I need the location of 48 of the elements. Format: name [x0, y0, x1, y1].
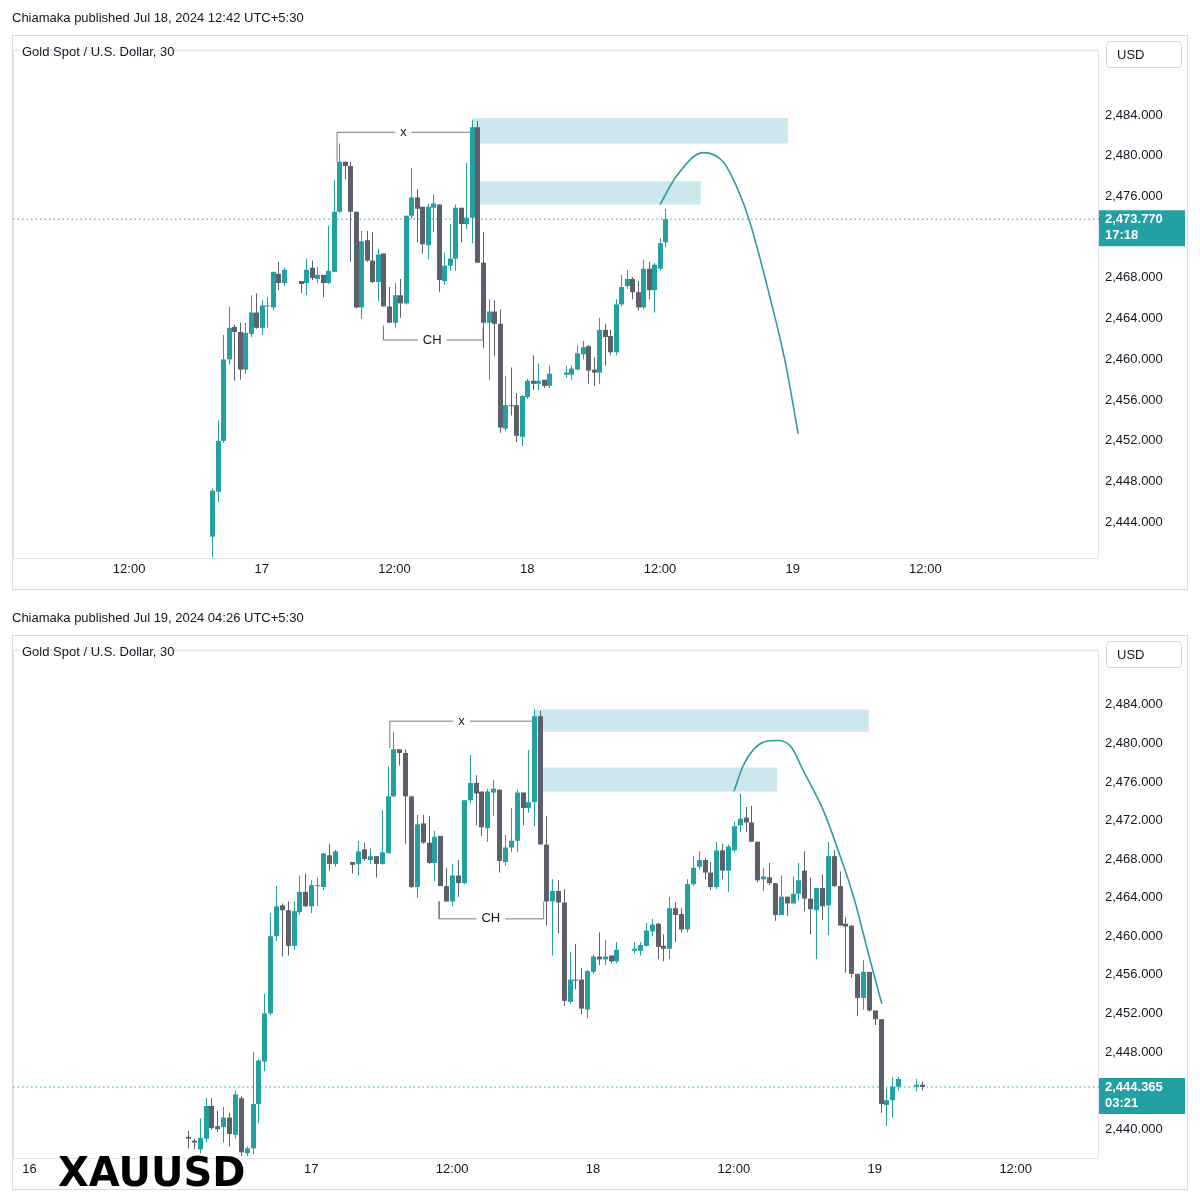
text: USD	[1106, 41, 1182, 68]
ref-line-label: 2,473.770 17:18	[1105, 210, 1163, 242]
y-tick-label: 2,464.000	[1105, 889, 1163, 905]
x-tick-label: 12:00	[435, 1161, 469, 1177]
x-tick-label: 12:00	[717, 1161, 751, 1177]
y-tick-label: 2,472.000	[1105, 812, 1163, 828]
y-tick-label: 2,448.000	[1105, 473, 1163, 489]
annotation: CH	[481, 910, 501, 926]
y-tick-label: 2,460.000	[1105, 350, 1163, 366]
y-tick-label: 2,456.000	[1105, 966, 1163, 982]
chart-title: Chiamaka published Jul 18, 2024 12:42 UTC+5:30	[12, 10, 304, 25]
x-tick-label: 17	[303, 1161, 319, 1177]
y-tick-label: 2,444.000	[1105, 513, 1163, 529]
x-tick-label: 12:00	[643, 561, 677, 577]
y-tick-label: 2,468.000	[1105, 269, 1163, 285]
y-tick-label: 2,464.000	[1105, 310, 1163, 326]
y-tick-label: 2,480.000	[1105, 147, 1163, 163]
y-tick-label: 2,448.000	[1105, 1043, 1163, 1059]
y-tick-label: 2,468.000	[1105, 850, 1163, 866]
x-tick-label: 12:00	[112, 561, 146, 577]
y-tick-label: 2,484.000	[1105, 106, 1163, 122]
x-tick-label: 19	[867, 1161, 882, 1177]
y-tick-label: 2,452.000	[1105, 1004, 1163, 1020]
annotation: XAUUSD	[58, 1149, 246, 1195]
x-tick-label: 12:00	[378, 561, 411, 577]
text: USD	[1106, 641, 1182, 668]
annotation: x	[400, 123, 408, 139]
annotation: x	[458, 712, 466, 728]
y-tick-label: 2,460.000	[1105, 927, 1163, 943]
x-tick-label: 12:00	[909, 561, 942, 577]
x-tick-label: 17	[254, 561, 270, 577]
chart-subtitle: Gold Spot / U.S. Dollar, 30	[22, 44, 175, 59]
y-tick-label: 2,480.000	[1105, 734, 1163, 750]
chart-title: Chiamaka published Jul 19, 2024 04:26 UTC+5:30	[12, 610, 304, 625]
y-tick-label: 2,476.000	[1105, 188, 1163, 204]
annotation: CH	[422, 331, 442, 347]
y-tick-label: 2,440.000	[1105, 1120, 1163, 1136]
x-tick-label: 16	[22, 1161, 37, 1177]
chart-subtitle: Gold Spot / U.S. Dollar, 30	[22, 644, 175, 659]
ref-line-label: 2,444.365 03:21	[1105, 1078, 1163, 1110]
y-tick-label: 2,452.000	[1105, 432, 1163, 448]
y-tick-label: 2,456.000	[1105, 391, 1163, 407]
x-tick-label: 18	[520, 561, 535, 577]
y-tick-label: 2,484.000	[1105, 696, 1163, 712]
x-tick-label: 18	[585, 1161, 601, 1177]
x-tick-label: 19	[785, 561, 800, 577]
y-tick-label: 2,476.000	[1105, 773, 1163, 789]
x-tick-label: 12:00	[999, 1161, 1032, 1177]
